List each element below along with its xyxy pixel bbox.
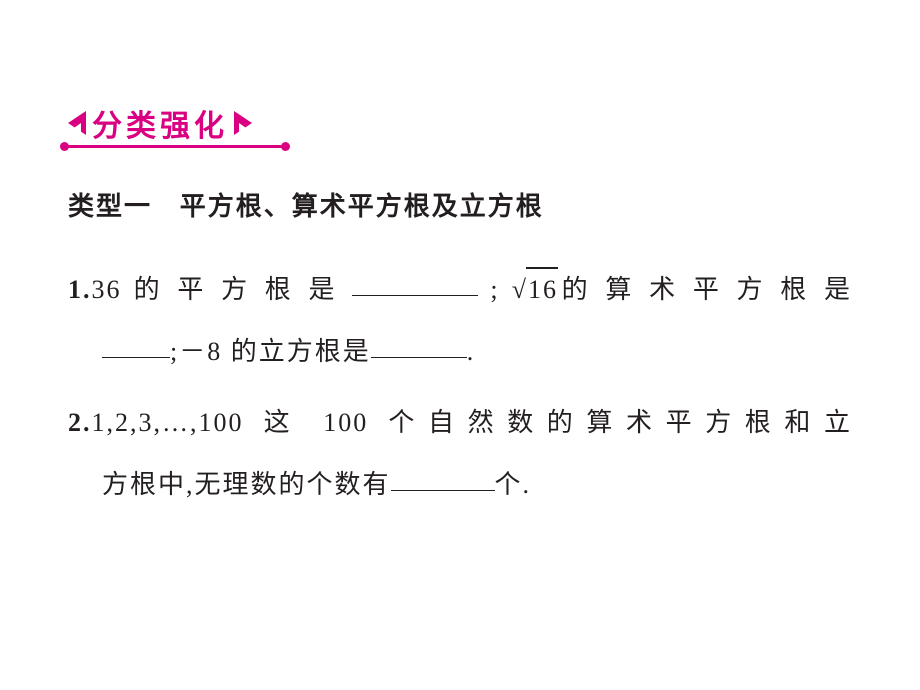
header-label: 分类强化 — [88, 101, 232, 145]
q2-number: 2. — [68, 408, 92, 437]
q1-number: 1. — [68, 275, 92, 304]
question-2: 2.1,2,3,…,100 这 100 个自然数的算术平方根和立 方根中,无理数… — [68, 392, 852, 517]
sqrt-expression: √16 — [512, 259, 558, 321]
q1-blank-3 — [371, 332, 467, 358]
q1-blank-2 — [102, 332, 170, 358]
q1-text-4: ;－8 的立方根是 — [170, 337, 371, 366]
header-underline — [68, 145, 282, 148]
question-1: 1.36 的 平 方 根 是 ; √16的 算 术 平 方 根 是 ;－8 的立… — [68, 259, 852, 384]
arrow-left-icon — [68, 111, 86, 135]
q1-line1: 1.36 的 平 方 根 是 ; √16的 算 术 平 方 根 是 — [68, 259, 852, 321]
q1-text-3: 的 算 术 平 方 根 是 — [558, 275, 852, 304]
sqrt-value: 16 — [528, 275, 558, 304]
type-heading: 类型一 平方根、算术平方根及立方根 — [68, 186, 852, 223]
document-content: 分类强化 类型一 平方根、算术平方根及立方根 1.36 的 平 方 根 是 ; … — [0, 0, 920, 517]
header-pill: 分类强化 — [68, 100, 252, 146]
radical-bar — [526, 267, 558, 269]
q1-text-5: . — [467, 337, 476, 366]
arrow-right-icon — [234, 111, 252, 135]
q1-text-2: ; — [490, 275, 499, 304]
q2-text-2: 方根中,无理数的个数有 — [102, 470, 391, 499]
q1-line2: ;－8 的立方根是. — [68, 321, 852, 383]
radical-icon: √ — [512, 275, 528, 304]
q2-text-1: 1,2,3,…,100 这 100 个自然数的算术平方根和立 — [92, 408, 853, 437]
q1-blank-1 — [352, 270, 478, 296]
q2-text-3: 个. — [495, 470, 532, 499]
q2-blank — [391, 465, 495, 491]
q1-text-1: 36 的 平 方 根 是 — [92, 275, 341, 304]
q2-line2: 方根中,无理数的个数有 个. — [68, 454, 852, 516]
q2-line1: 2.1,2,3,…,100 这 100 个自然数的算术平方根和立 — [68, 392, 852, 454]
type-prefix: 类型一 — [68, 191, 152, 221]
section-header: 分类强化 — [68, 100, 852, 148]
type-title: 平方根、算术平方根及立方根 — [180, 191, 544, 221]
